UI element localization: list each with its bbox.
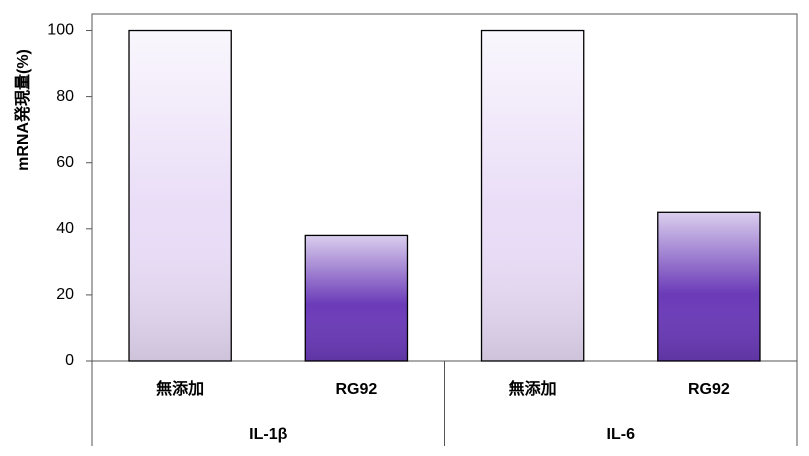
group-label: IL-1β — [249, 426, 287, 443]
bar-shade — [304, 234, 409, 362]
x-tick-label: RG92 — [335, 381, 377, 398]
bar-shade — [657, 211, 761, 362]
y-tick-label: 60 — [56, 154, 74, 171]
bar-shade — [480, 29, 585, 362]
y-tick-label: 20 — [56, 286, 74, 303]
y-axis-title: mRNA発現量(%) — [13, 49, 32, 171]
group-label: IL-6 — [607, 426, 636, 443]
x-tick-label: RG92 — [688, 381, 730, 398]
y-tick-label: 0 — [65, 352, 74, 369]
x-tick-label: 無添加 — [509, 379, 557, 398]
bar-shade — [128, 29, 232, 362]
y-tick-label: 40 — [56, 220, 74, 237]
y-tick-label: 80 — [56, 88, 74, 105]
y-tick-label: 100 — [47, 22, 74, 39]
x-tick-label: 無添加 — [156, 379, 204, 398]
